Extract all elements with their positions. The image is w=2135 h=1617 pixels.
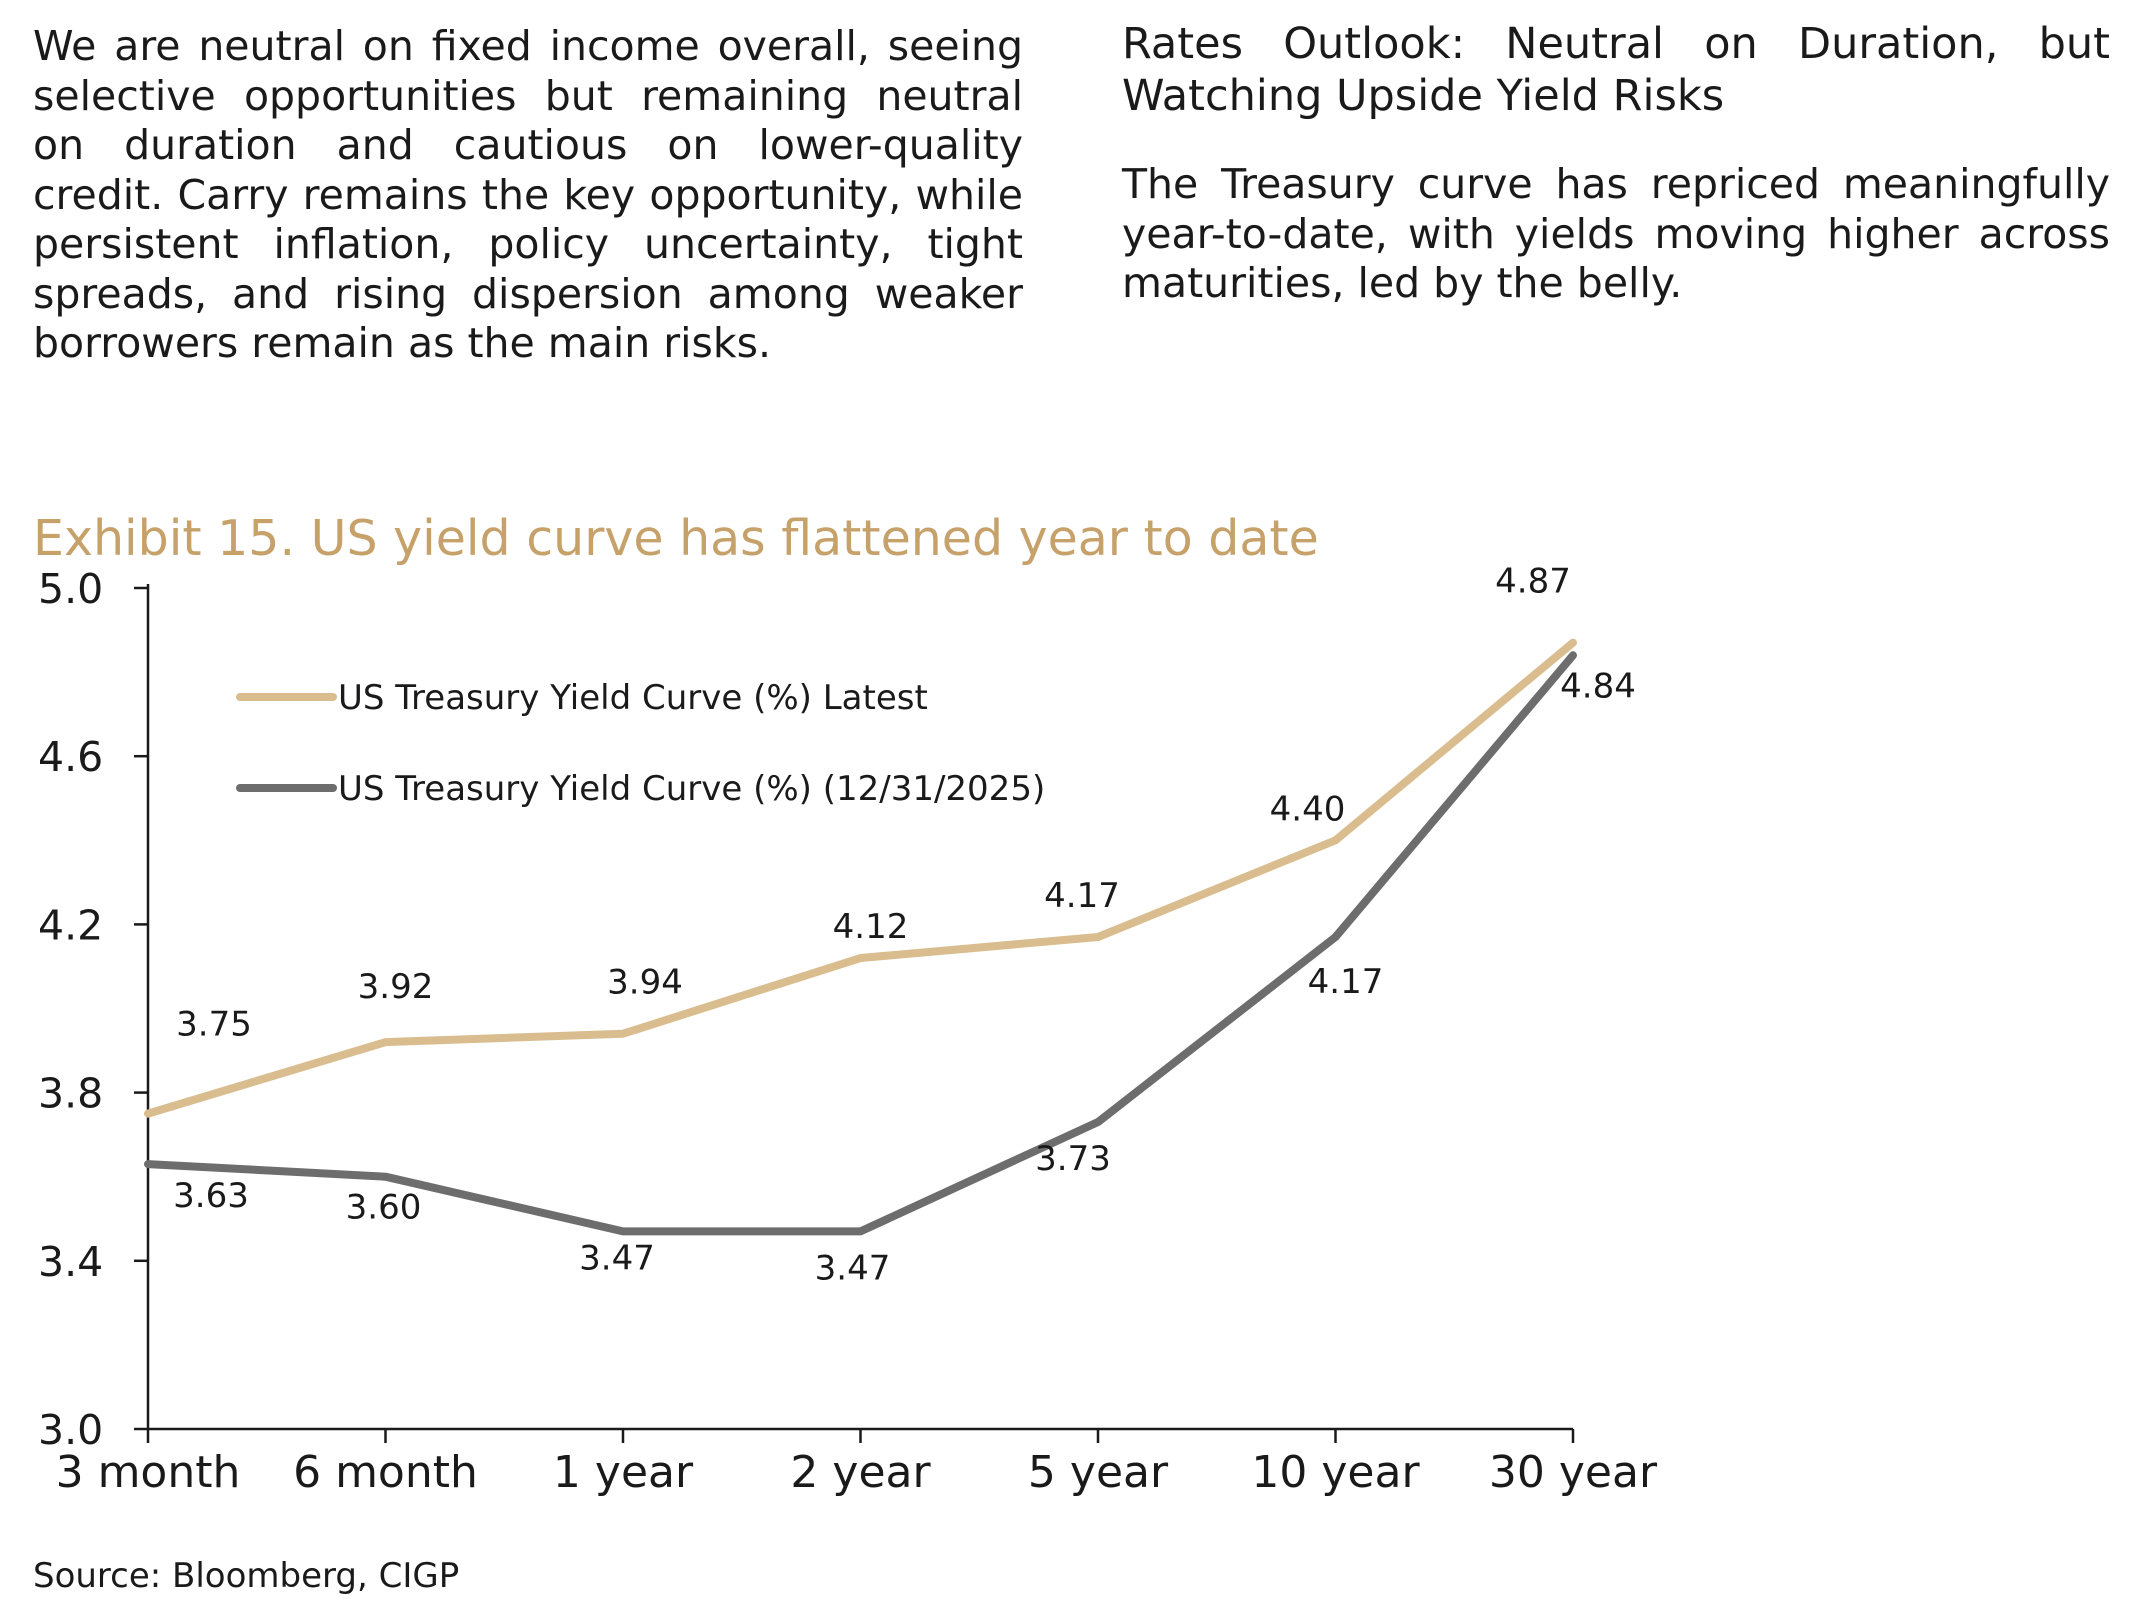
- y-tick-label: 3.8: [38, 1070, 103, 1118]
- legend-label-latest: US Treasury Yield Curve (%) Latest: [338, 678, 928, 718]
- rates-outlook-paragraph: The Treasury curve has repriced meaningf…: [1122, 160, 2110, 307]
- legend-label-2025: US Treasury Yield Curve (%) (12/31/2025): [338, 769, 1045, 809]
- x-tick-label: 1 year: [553, 1447, 694, 1498]
- x-tick-label: 10 year: [1251, 1447, 1420, 1498]
- chart-axes: 3.0 3.4 3.8 4.2 4.6 5.0 3 month 6 month 1 year 2 …: [38, 565, 1658, 1498]
- series-line-latest: [144, 638, 1577, 1118]
- source-note: Source: Bloomberg, CIGP: [33, 1556, 460, 1596]
- y-tick-label: 3.0: [38, 1406, 103, 1454]
- data-label-2025: 3.73: [1035, 1139, 1111, 1179]
- data-label-latest: 4.17: [1044, 876, 1120, 916]
- chart-legend: US Treasury Yield Curve (%) Latest US Tre…: [236, 678, 1045, 809]
- series-lines: [144, 638, 1577, 1236]
- data-label-2025: 4.84: [1560, 666, 1636, 706]
- yield-curve-chart: 3.0 3.4 3.8 4.2 4.6 5.0 3 month 6 month 1 year 2 …: [38, 562, 1658, 1498]
- y-tick-label: 5.0: [38, 565, 103, 613]
- rates-outlook-heading: Rates Outlook: Neutral on Duration, but …: [1122, 19, 2110, 121]
- exhibit-title: Exhibit 15. US yield curve has flattened…: [33, 510, 1319, 567]
- x-tick-label: 6 month: [293, 1447, 478, 1498]
- x-tick-label: 2 year: [790, 1447, 931, 1498]
- data-label-latest: 3.75: [176, 1005, 252, 1045]
- data-label-latest: 3.94: [607, 963, 683, 1003]
- data-label-latest: 4.40: [1270, 789, 1346, 829]
- intro-paragraph: We are neutral on fixed income overall, …: [33, 22, 1023, 367]
- x-tick-label: 30 year: [1489, 1447, 1658, 1498]
- y-tick-label: 4.6: [38, 733, 103, 781]
- data-label-latest: 3.92: [358, 967, 434, 1007]
- data-label-latest: 4.87: [1495, 562, 1571, 602]
- y-tick-label: 4.2: [38, 901, 103, 949]
- y-tick-label: 3.4: [38, 1238, 103, 1286]
- series-line-2025: [144, 651, 1577, 1236]
- data-label-2025: 4.17: [1308, 962, 1384, 1002]
- data-label-2025: 3.47: [815, 1248, 891, 1288]
- data-label-2025: 3.60: [346, 1188, 422, 1228]
- data-label-2025: 3.47: [579, 1238, 655, 1278]
- x-tick-label: 5 year: [1028, 1447, 1169, 1498]
- data-labels: 3.75 3.92 3.94 4.12 4.17 4.40 4.87 3.63 3.60 3.47…: [173, 562, 1636, 1289]
- x-tick-label: 3 month: [56, 1447, 241, 1498]
- data-label-latest: 4.12: [833, 907, 909, 947]
- data-label-2025: 3.63: [173, 1176, 249, 1216]
